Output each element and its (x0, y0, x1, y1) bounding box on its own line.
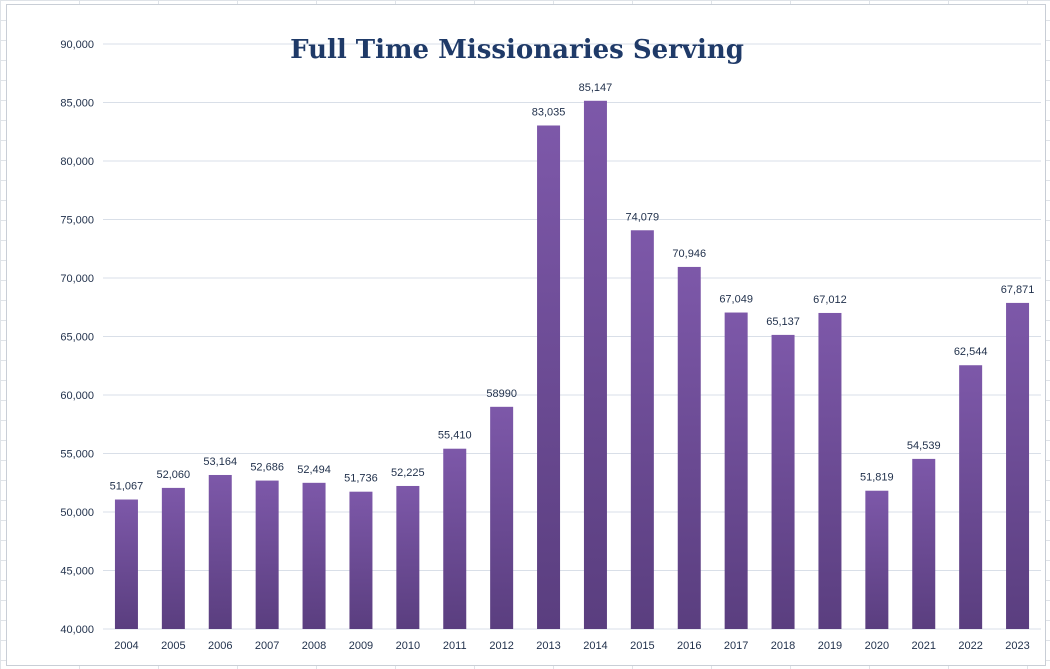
bar-2014[interactable] (583, 100, 607, 630)
bar-2021[interactable] (912, 458, 936, 629)
y-axis-tick-labels: 40,000 45,000 50,000 55,000 60,000 65,000 70,0… (60, 39, 94, 636)
y-tick-label: 40,000 (60, 624, 94, 636)
bar-2010[interactable] (396, 485, 420, 629)
x-tick-label: 2012 (489, 640, 513, 652)
gridlines (103, 43, 1041, 630)
data-label: 74,079 (626, 211, 660, 223)
data-label: 67,871 (1001, 284, 1035, 296)
y-tick-label: 65,000 (60, 332, 94, 344)
y-tick-label: 45,000 (60, 566, 94, 578)
y-tick-label: 80,000 (60, 156, 94, 168)
x-tick-label: 2022 (958, 640, 982, 652)
bar-2004[interactable] (114, 499, 138, 629)
bar-2011[interactable] (443, 448, 467, 629)
x-tick-label: 2015 (630, 640, 654, 652)
data-label: 62,544 (954, 346, 988, 358)
data-label: 65,137 (766, 316, 800, 328)
chart-title: Full Time Missionaries Serving (290, 35, 744, 65)
bar-2017[interactable] (724, 312, 748, 629)
bar-chart: 40,000 45,000 50,000 55,000 60,000 65,000 70,0… (60, 35, 1041, 652)
y-tick-label: 85,000 (60, 98, 94, 110)
bar-2008[interactable] (302, 482, 326, 629)
x-tick-label: 2004 (114, 640, 138, 652)
y-tick-label: 50,000 (60, 507, 94, 519)
x-tick-label: 2014 (583, 640, 607, 652)
y-tick-label: 60,000 (60, 390, 94, 402)
x-tick-label: 2020 (865, 640, 889, 652)
x-tick-label: 2019 (818, 640, 842, 652)
bar-2020[interactable] (865, 490, 889, 629)
data-label: 52,225 (391, 467, 425, 479)
bar-2016[interactable] (677, 266, 701, 629)
x-tick-label: 2005 (161, 640, 185, 652)
x-tick-label: 2011 (443, 640, 467, 652)
x-tick-label: 2010 (396, 640, 420, 652)
data-label: 54,539 (907, 440, 941, 452)
x-tick-label: 2017 (724, 640, 748, 652)
data-label: 70,946 (672, 248, 706, 260)
x-axis-tick-labels: 2004 2005 2006 2007 2008 2009 2010 2011 2012 2013… (114, 640, 1030, 652)
bar-2006[interactable] (208, 474, 232, 629)
bar-2023[interactable] (1006, 302, 1030, 629)
x-tick-label: 2013 (536, 640, 560, 652)
bar-2009[interactable] (349, 491, 373, 629)
x-tick-label: 2021 (912, 640, 936, 652)
data-label: 52,060 (157, 469, 191, 481)
bar-2005[interactable] (161, 487, 185, 629)
data-label: 52,686 (250, 462, 284, 474)
data-label: 55,410 (438, 430, 472, 442)
bar-2007[interactable] (255, 480, 279, 629)
bar-2015[interactable] (630, 230, 654, 629)
bars (114, 100, 1030, 630)
x-tick-label: 2008 (302, 640, 326, 652)
x-tick-label: 2007 (255, 640, 279, 652)
y-tick-label: 90,000 (60, 39, 94, 51)
bar-2019[interactable] (818, 312, 842, 629)
y-tick-label: 55,000 (60, 449, 94, 461)
x-tick-label: 2018 (771, 640, 795, 652)
data-label: 51,819 (860, 472, 894, 484)
data-label: 67,049 (719, 294, 753, 306)
data-labels: 51,067 52,060 53,164 52,686 52,494 51,736 52,2… (110, 82, 1035, 493)
bar-2012[interactable] (490, 406, 514, 629)
data-label: 51,067 (110, 481, 144, 493)
data-label: 85,147 (579, 82, 613, 94)
y-tick-label: 75,000 (60, 215, 94, 227)
x-tick-label: 2009 (349, 640, 373, 652)
x-tick-label: 2016 (677, 640, 701, 652)
x-tick-label: 2006 (208, 640, 232, 652)
data-label: 53,164 (203, 456, 237, 468)
x-tick-label: 2023 (1005, 640, 1029, 652)
data-label: 83,035 (532, 106, 566, 118)
chart-area[interactable]: 40,000 45,000 50,000 55,000 60,000 65,000 70,0… (6, 4, 1046, 666)
data-label: 58990 (486, 388, 517, 400)
data-label: 67,012 (813, 294, 847, 306)
bar-2018[interactable] (771, 334, 795, 629)
bar-2022[interactable] (959, 365, 983, 629)
bar-2013[interactable] (537, 125, 561, 629)
data-label: 51,736 (344, 473, 378, 485)
y-tick-label: 70,000 (60, 273, 94, 285)
data-label: 52,494 (297, 464, 331, 476)
